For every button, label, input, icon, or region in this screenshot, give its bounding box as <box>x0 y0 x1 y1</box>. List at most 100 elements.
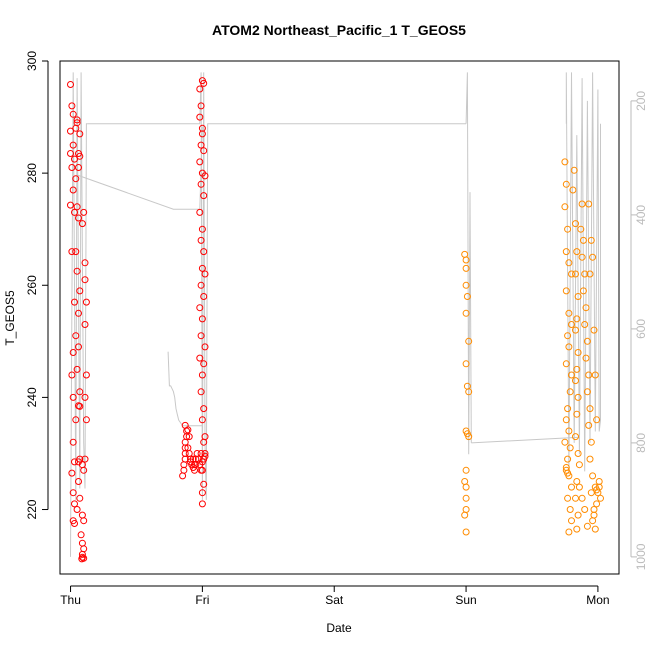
data-point-series-1-102 <box>197 102 205 110</box>
data-point-series-1-42 <box>78 511 86 519</box>
data-point-series-1-110 <box>197 180 205 188</box>
data-point-series-1-50 <box>78 555 86 563</box>
data-point-series-2-46 <box>566 506 574 513</box>
data-point-series-1-45 <box>78 539 86 547</box>
data-point-series-2-20 <box>462 528 470 536</box>
data-point-series-2-85 <box>587 438 595 446</box>
data-point-series-1-31 <box>69 438 77 446</box>
data-point-series-1-18 <box>76 287 84 295</box>
data-point-series-2-103 <box>595 478 603 485</box>
data-point-series-1-34 <box>68 469 76 477</box>
data-point-series-2-28 <box>562 287 570 295</box>
data-point-series-2-80 <box>582 354 590 362</box>
data-point-series-2-86 <box>586 455 594 463</box>
data-point-series-1-71 <box>179 472 187 480</box>
plot-frame <box>59 60 620 575</box>
data-point-series-2-109 <box>578 494 586 502</box>
data-point-series-2-23 <box>561 203 569 211</box>
data-point-series-2-13 <box>465 433 473 441</box>
y-tick-label: 280 <box>25 163 39 183</box>
data-point-series-1-39 <box>73 506 81 513</box>
pressure-line-5 <box>167 351 203 427</box>
data-point-series-1-140 <box>198 500 206 508</box>
pressure-trace <box>70 72 601 557</box>
data-point-series-1-132 <box>200 438 208 446</box>
data-point-series-1-136 <box>201 450 209 457</box>
data-point-series-1-107 <box>200 147 208 155</box>
data-point-series-2-56 <box>574 293 582 300</box>
data-point-series-1-7 <box>71 155 78 163</box>
data-point-series-2-54 <box>573 248 581 256</box>
data-point-series-2-94 <box>586 270 594 278</box>
data-point-series-2-33 <box>562 360 570 368</box>
data-point-series-1-29 <box>76 402 84 410</box>
data-point-series-1-139 <box>198 489 206 497</box>
data-point-series-2-44 <box>568 483 575 491</box>
data-point-series-1-25 <box>73 365 81 373</box>
data-point-series-1-126 <box>200 360 208 368</box>
data-point-series-2-83 <box>586 405 594 413</box>
data-point-series-2-35 <box>566 388 574 396</box>
data-point-series-1-36 <box>69 489 77 497</box>
data-point-series-1-22 <box>75 343 82 351</box>
axes: Thu Fri Sat Sun Mon 220 240 260 280 300 200 400 600 8… <box>25 51 648 607</box>
data-point-series-1-133 <box>197 450 205 457</box>
data-point-series-2-39 <box>561 438 569 446</box>
data-point-series-2-79 <box>583 337 591 345</box>
data-point-series-1-65 <box>81 393 89 401</box>
data-point-series-2-70 <box>573 525 581 533</box>
data-point-series-2-61 <box>572 377 579 385</box>
data-point-series-2-14 <box>462 466 470 474</box>
data-point-series-1-57 <box>75 164 82 171</box>
data-point-series-2-96 <box>591 371 599 379</box>
data-point-series-2-48 <box>565 528 573 536</box>
data-point-series-2-3 <box>462 264 470 272</box>
data-point-series-2-97 <box>593 416 601 424</box>
data-point-series-1-9 <box>72 175 80 183</box>
data-point-series-1-30 <box>72 416 80 424</box>
data-point-series-2-76 <box>579 287 587 295</box>
data-point-series-2-84 <box>585 421 593 429</box>
data-point-series-2-62 <box>574 393 582 401</box>
data-point-series-1-11 <box>67 201 74 209</box>
data-point-series-1-63 <box>81 321 89 328</box>
data-point-series-1-106 <box>197 141 205 149</box>
x-tick-label: Thu <box>60 593 81 607</box>
data-point-series-1-12 <box>71 208 78 216</box>
data-point-series-1-122 <box>198 315 206 323</box>
y2-tick-label: 1000 <box>634 543 648 570</box>
data-point-series-2-27 <box>568 270 575 278</box>
y2-tick-label: 800 <box>634 433 648 453</box>
data-point-series-2-21 <box>561 158 569 166</box>
data-point-series-2-5 <box>463 293 471 300</box>
data-point-series-2-40 <box>566 444 574 452</box>
data-point-series-2-25 <box>562 248 570 256</box>
data-point-series-2-108 <box>581 506 589 513</box>
data-point-series-1-119 <box>197 281 205 289</box>
data-point-series-2-58 <box>572 326 579 334</box>
data-point-series-2-66 <box>575 461 583 469</box>
data-point-series-2-110 <box>575 483 583 491</box>
data-point-series-1-26 <box>76 388 84 396</box>
data-point-series-2-45 <box>564 494 572 502</box>
data-point-series-2-26 <box>565 259 573 267</box>
data-point-series-1-62 <box>82 298 90 306</box>
data-point-series-1-13 <box>73 203 81 211</box>
data-point-series-1-77 <box>181 438 189 446</box>
data-point-series-1-100 <box>187 458 194 466</box>
data-point-series-1-8 <box>68 164 76 171</box>
y-tick-label: 220 <box>25 499 39 519</box>
data-point-series-2-78 <box>581 321 589 328</box>
data-point-series-2-18 <box>462 506 470 513</box>
data-point-series-1-117 <box>198 264 206 272</box>
data-point-series-2-106 <box>591 525 599 533</box>
data-point-series-1-111 <box>201 172 209 180</box>
data-point-series-2-81 <box>585 371 593 379</box>
data-point-series-1-124 <box>201 343 209 351</box>
data-point-series-2-22 <box>562 180 570 188</box>
data-point-series-2-104 <box>593 500 601 508</box>
data-point-series-2-64 <box>572 433 579 441</box>
chart-title: ATOM2 Northeast_Pacific_1 T_GEOS5 <box>212 22 466 38</box>
data-point-series-2-36 <box>564 405 572 413</box>
data-point-series-2-52 <box>569 186 577 194</box>
